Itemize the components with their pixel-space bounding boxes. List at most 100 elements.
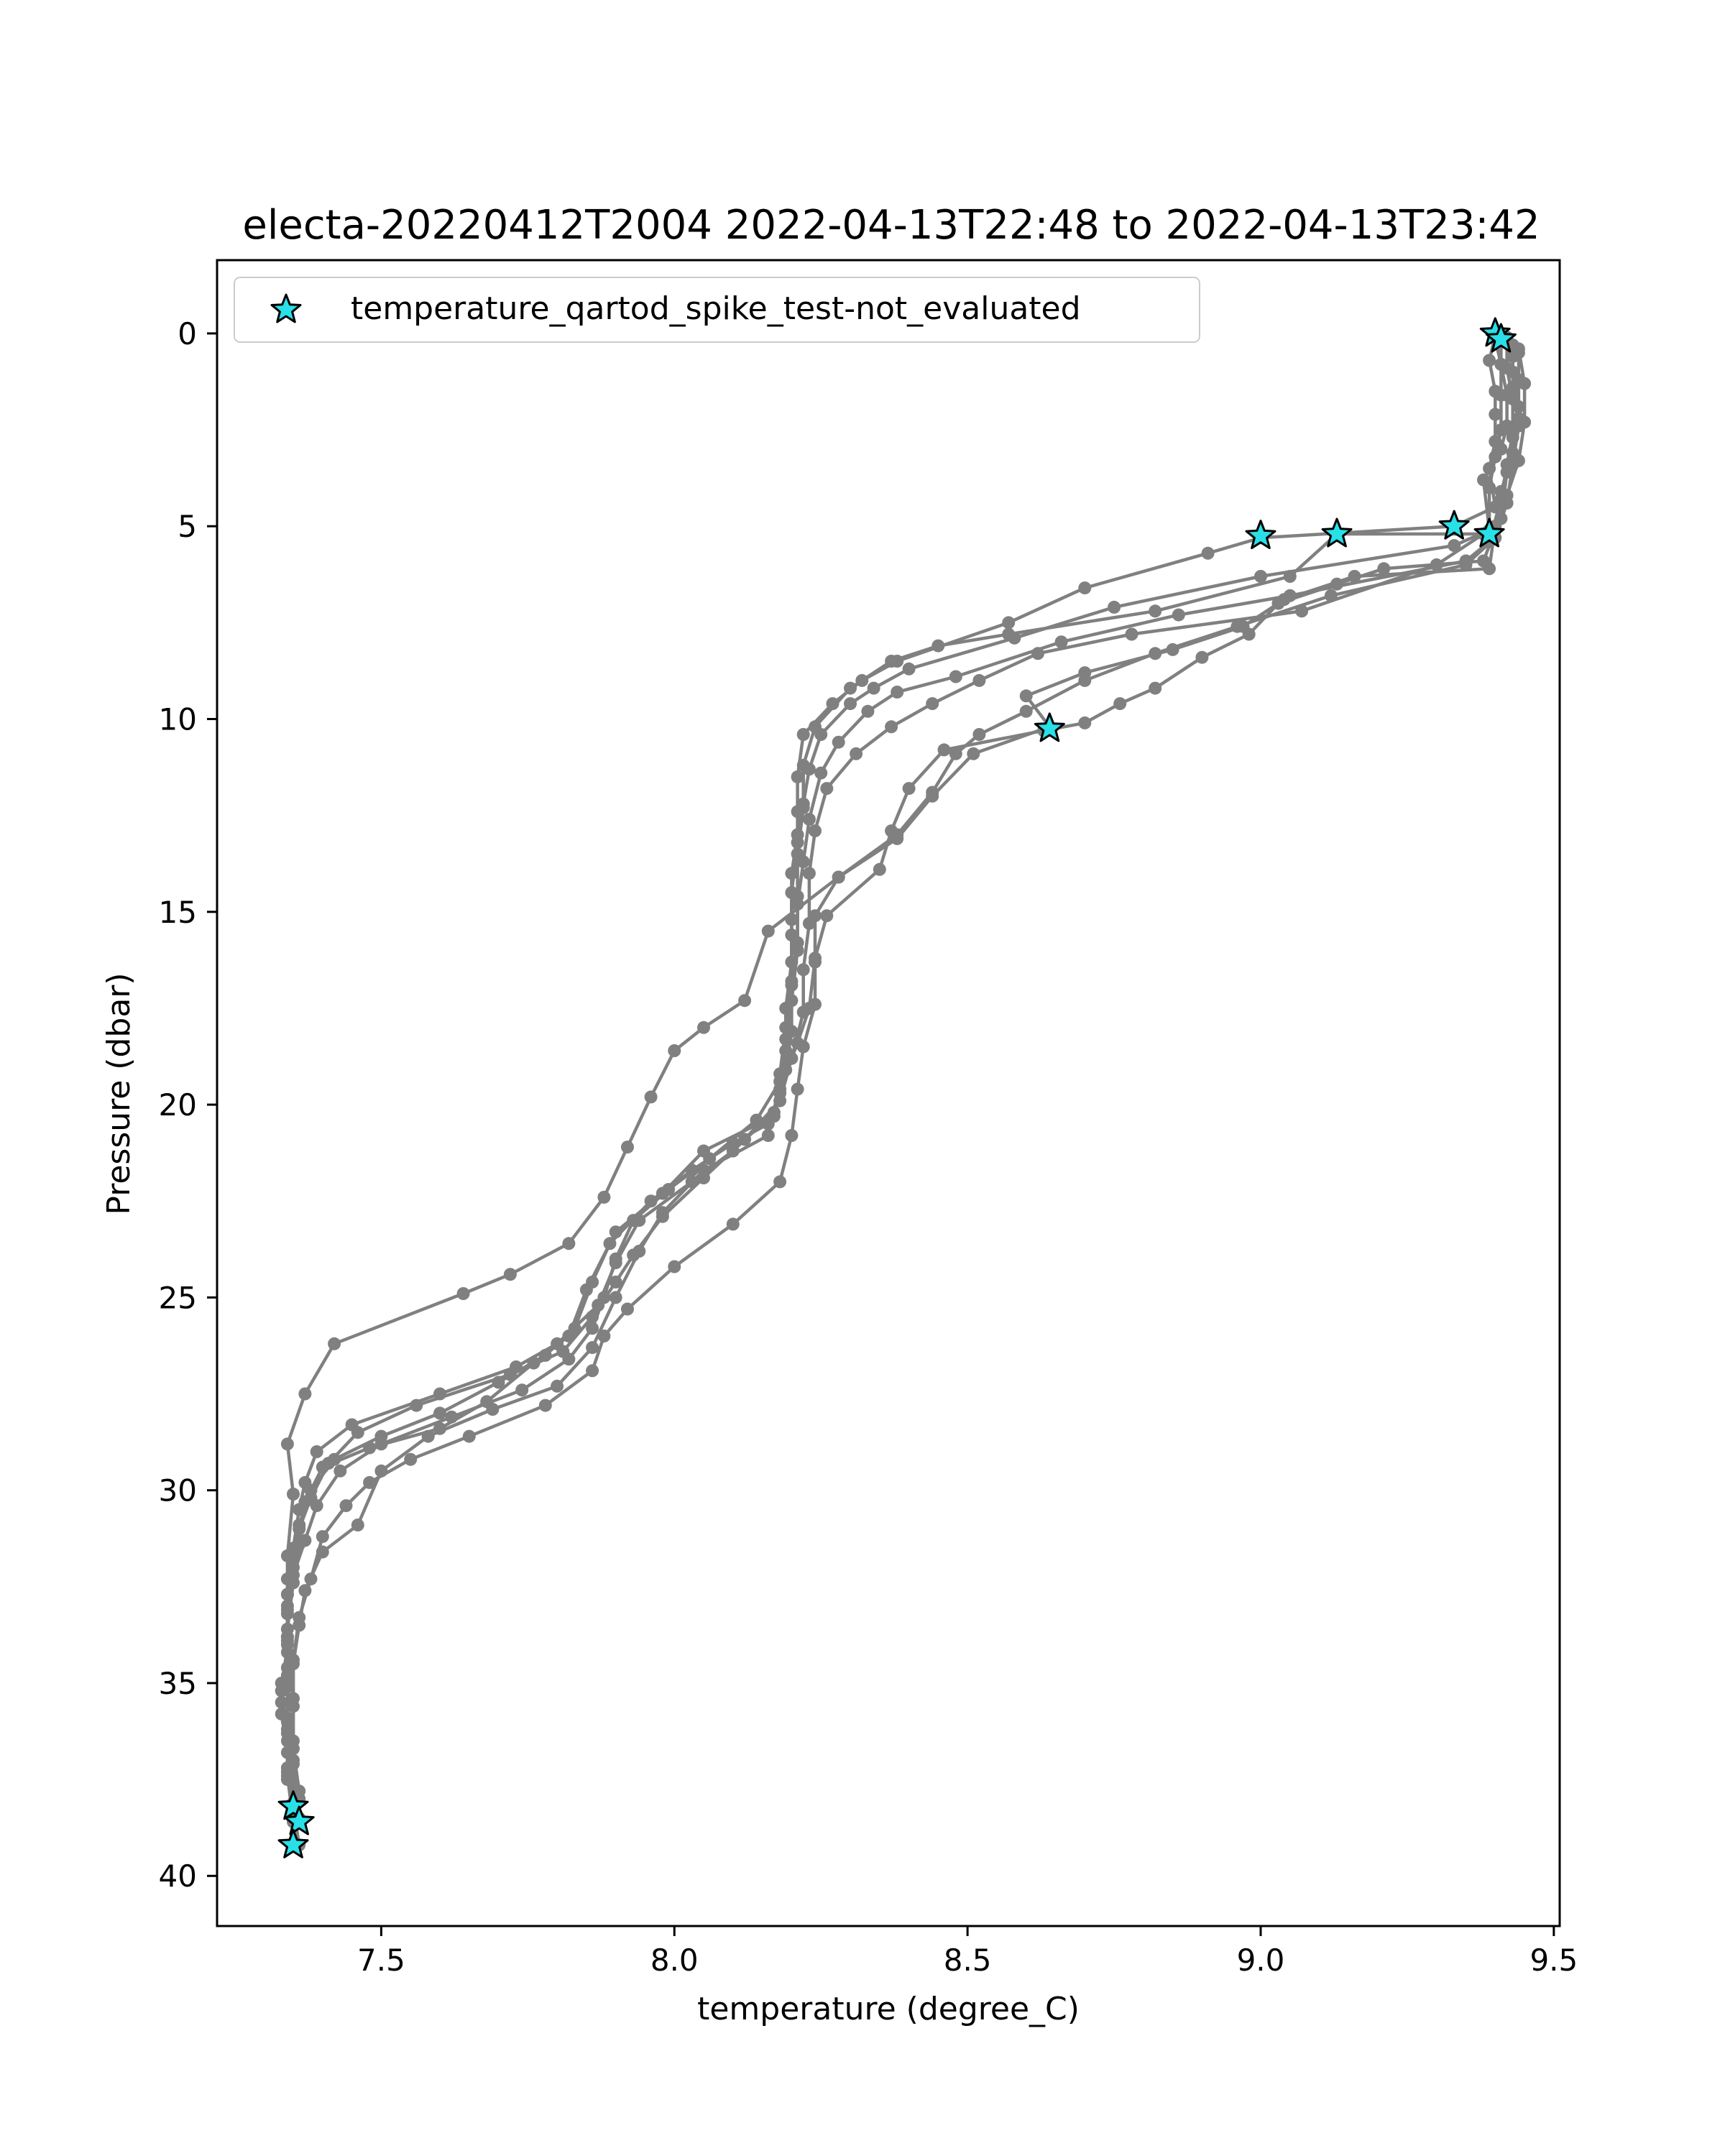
flagged-star-marker [277, 1828, 309, 1858]
profile-point [644, 1194, 658, 1208]
profile-point [1483, 354, 1496, 367]
profile-point [656, 1206, 669, 1220]
profile-point [791, 828, 804, 842]
profile-point [280, 1437, 294, 1451]
y-tick-label: 35 [159, 1666, 197, 1701]
x-tick-label: 8.0 [650, 1943, 699, 1978]
profile-point [796, 855, 810, 869]
profile-point [280, 1549, 294, 1562]
profile-point [738, 1133, 752, 1146]
y-axis-ticks: 0 5 10 15 20 25 30 35 40 [159, 316, 217, 1894]
legend: temperature_qartod_spike_test-not_evalua… [234, 277, 1200, 343]
profile-point [1008, 631, 1021, 645]
profile-point [374, 1437, 388, 1451]
profile-point [761, 924, 775, 938]
profile-point [791, 944, 804, 957]
profile-point [850, 747, 863, 760]
profile-point [668, 1260, 681, 1273]
profile-point [280, 1765, 294, 1779]
profile-point [761, 1129, 775, 1142]
profile-point [280, 1723, 294, 1736]
plot-area [216, 259, 1561, 1927]
profile-point [562, 1237, 576, 1250]
profile-point [609, 1275, 622, 1289]
profile-point [316, 1530, 329, 1544]
profile-point [796, 963, 810, 977]
flagged-star-marker [1486, 323, 1517, 353]
profile-point [503, 1268, 517, 1281]
profile-point [802, 813, 816, 826]
legend-star-marker [270, 293, 302, 323]
profile-point [796, 797, 810, 811]
profile-point [814, 766, 828, 780]
legend-box [234, 277, 1200, 343]
profile-point [902, 782, 916, 796]
profile-point [1477, 554, 1490, 568]
profile-point [1172, 608, 1185, 622]
profile-point [873, 862, 886, 876]
profile-point [334, 1464, 347, 1478]
profile-point [632, 1245, 646, 1258]
profile-point [456, 1287, 470, 1300]
profile-point [802, 763, 816, 776]
profile-point [1002, 616, 1016, 630]
profile-point [1230, 619, 1244, 633]
profile-point [445, 1410, 459, 1424]
x-axis-label: temperature (degree_C) [697, 1991, 1080, 2027]
profile-point [621, 1141, 634, 1154]
profile-point [1330, 577, 1343, 591]
profile-point [785, 994, 799, 1008]
profile-point [937, 743, 951, 757]
profile-point [538, 1399, 552, 1412]
profile-point [867, 681, 880, 695]
profile-point [597, 1190, 611, 1204]
profile-point [926, 786, 939, 799]
profile-point [791, 1082, 804, 1096]
y-tick-label: 25 [159, 1280, 197, 1315]
profile-point [785, 867, 799, 880]
profile-point [861, 704, 875, 718]
profile-point [791, 770, 804, 783]
profile-point [298, 1387, 312, 1401]
profile-point [556, 1345, 570, 1358]
profile-point [586, 1364, 599, 1378]
profile-point [316, 1545, 329, 1559]
profile-point [809, 909, 822, 923]
profile-point [967, 747, 980, 760]
profile-point [1500, 497, 1514, 510]
profile-point [844, 697, 857, 711]
profile-point [1149, 604, 1162, 618]
x-tick-label: 8.5 [944, 1943, 992, 1978]
series-layer [275, 328, 1532, 1852]
profile-point [304, 1491, 318, 1505]
profile-point [1054, 635, 1068, 649]
x-tick-label: 9.5 [1530, 1943, 1578, 1978]
profile-point [293, 1522, 306, 1536]
profile-point [287, 1561, 300, 1574]
profile-point [404, 1452, 418, 1466]
profile-point [621, 1302, 634, 1316]
profile-point [1195, 650, 1209, 664]
profile-point [586, 1341, 599, 1355]
profile-point [809, 952, 822, 965]
y-tick-label: 0 [178, 316, 197, 351]
profile-point [885, 655, 898, 668]
profile-point [891, 828, 904, 842]
profile-point [932, 639, 945, 653]
y-tick-label: 30 [159, 1473, 197, 1508]
y-tick-label: 20 [159, 1087, 197, 1123]
profile-point [820, 909, 834, 923]
profile-point [1518, 377, 1532, 390]
profile-point [1506, 458, 1519, 471]
profile-point [1271, 596, 1285, 610]
profile-point [298, 1584, 312, 1598]
profile-point [322, 1457, 335, 1470]
profile-point [586, 1322, 599, 1335]
profile-point [844, 681, 857, 695]
axes-frame [216, 259, 1561, 1927]
x-tick-label: 9.0 [1237, 1943, 1285, 1978]
profile-point [287, 1657, 300, 1671]
profile-point [662, 1183, 676, 1197]
profile-point [773, 1175, 787, 1189]
